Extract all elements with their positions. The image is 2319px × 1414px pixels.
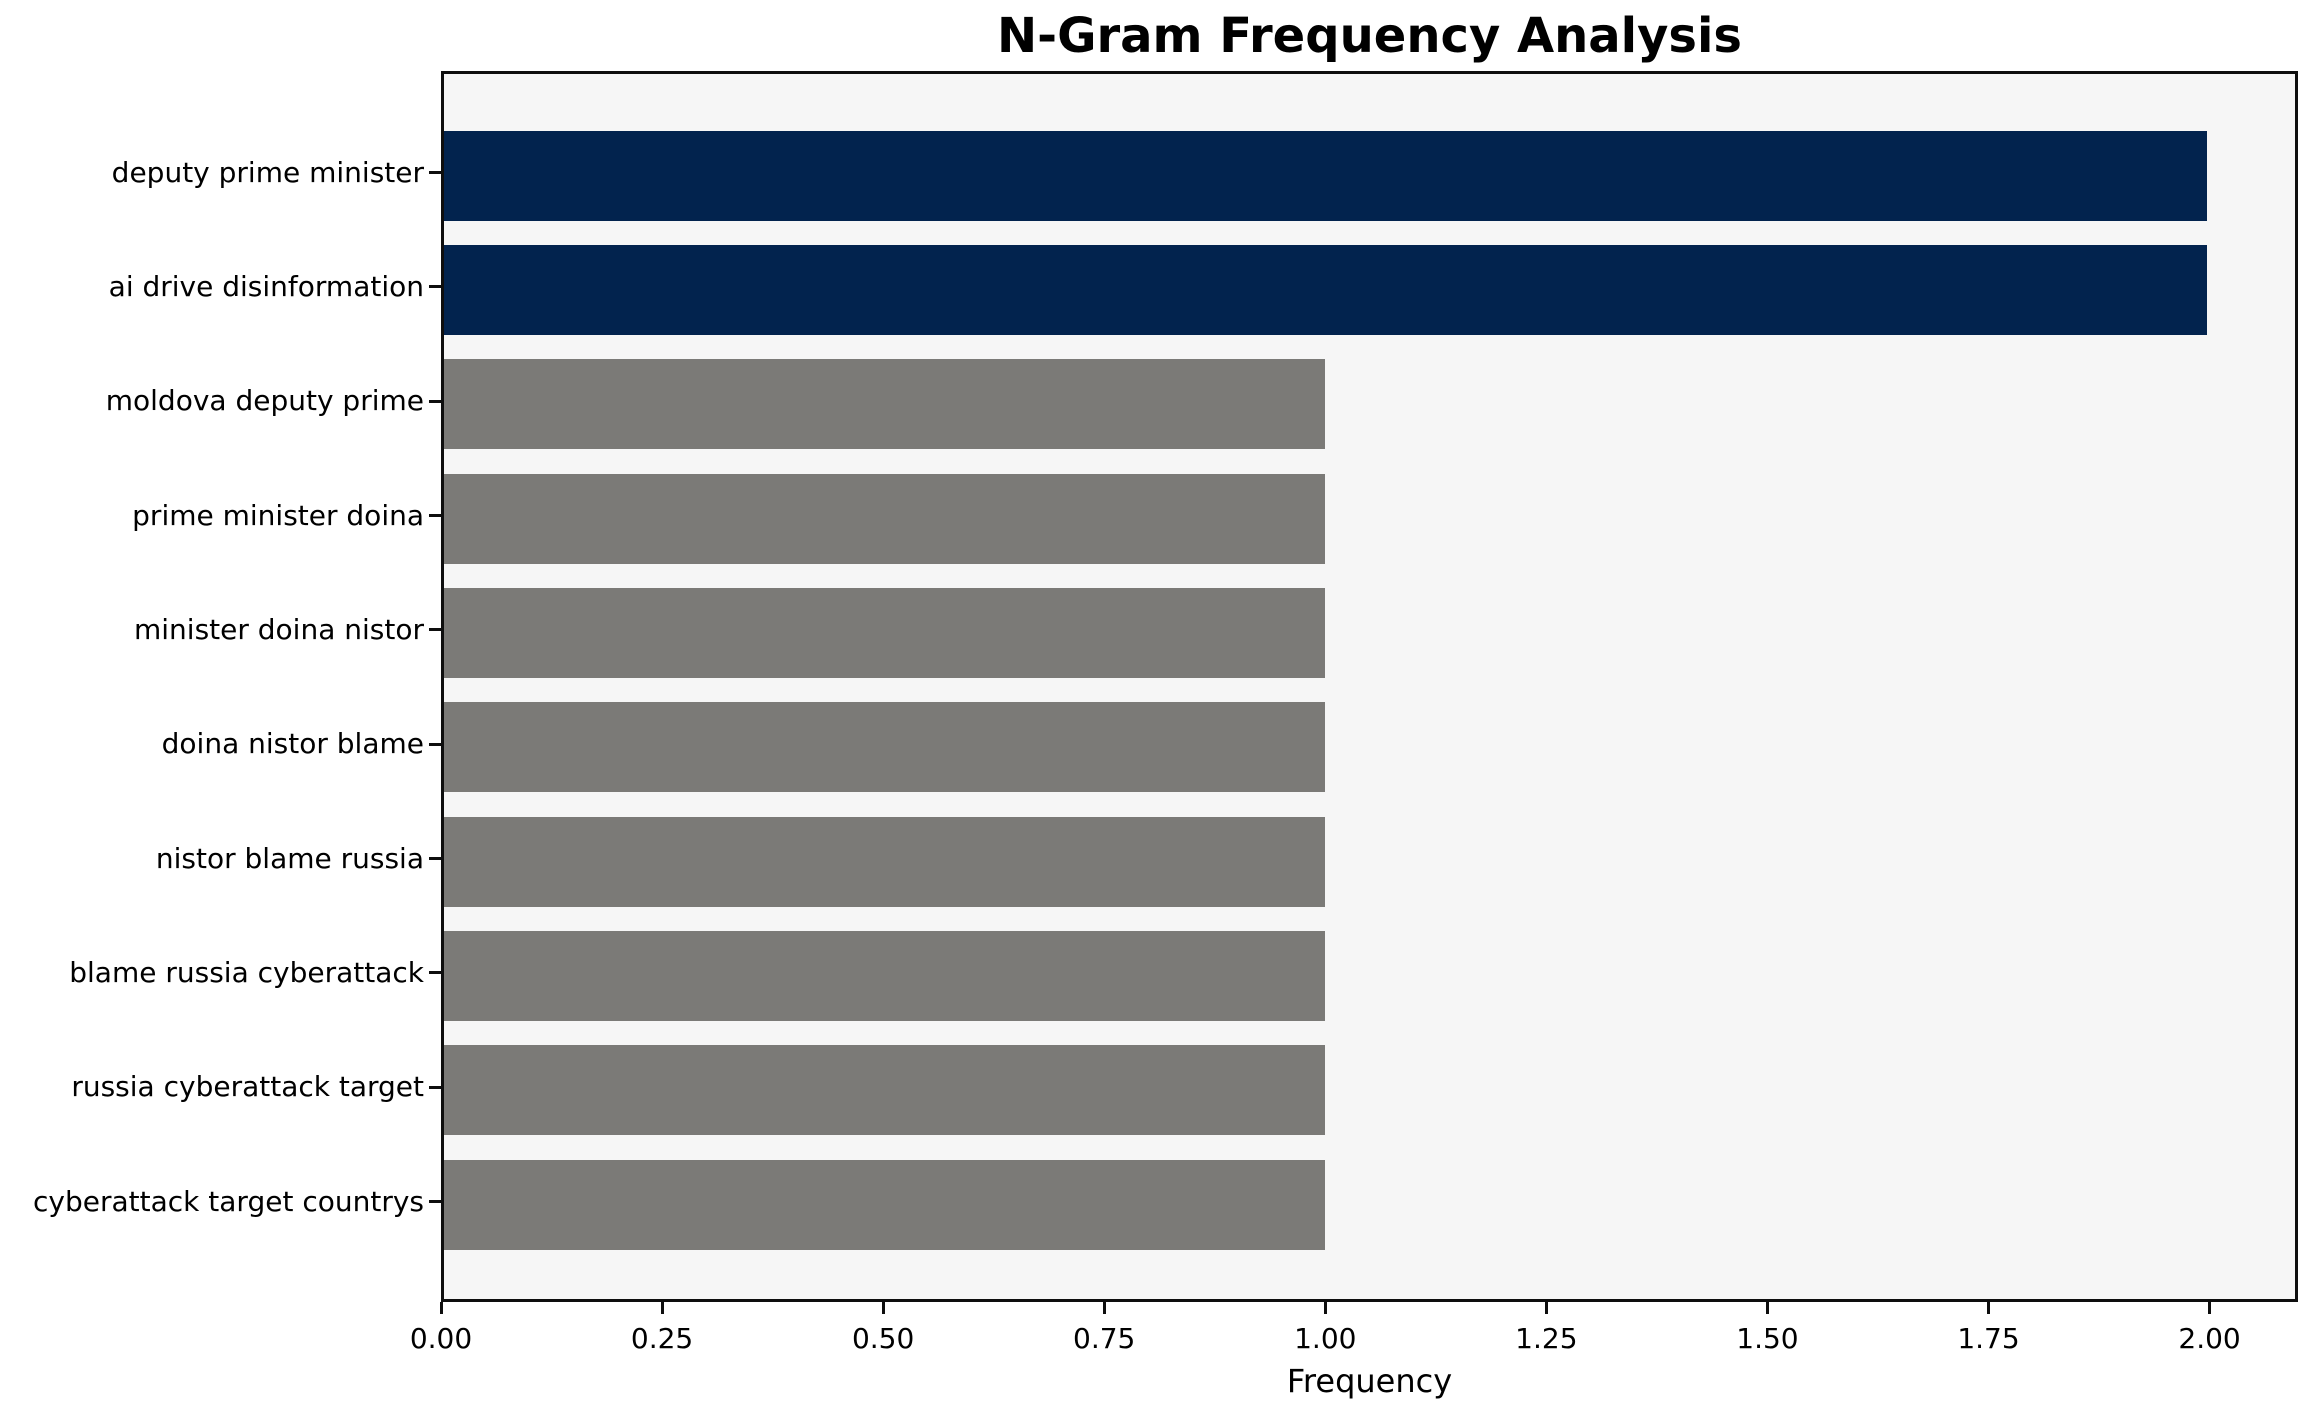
x-axis-label: Frequency [1286,1362,1453,1400]
bar [444,473,1326,564]
x-tick-label: 0.75 [1073,1322,1136,1355]
x-tick-mark [2208,1302,2212,1314]
y-tick-label: prime minister doina [132,498,424,532]
y-tick-label: minister doina nistor [133,612,424,646]
x-tick-mark [1544,1302,1548,1314]
bar [444,587,1326,678]
y-tick-label: deputy prime minister [111,155,424,189]
y-tick-mark [429,742,441,746]
plot-area [441,71,2298,1302]
x-tick-label: 0.50 [851,1322,915,1355]
y-tick-label: doina nistor blame [161,727,424,761]
bar [444,1159,1326,1250]
x-tick-mark [1765,1302,1769,1314]
bar [444,702,1326,793]
y-tick-label: ai drive disinformation [108,269,424,303]
y-tick-label: nistor blame russia [155,841,424,875]
bar [444,359,1326,450]
bar [444,244,2207,335]
x-tick-label: 0.00 [409,1322,473,1355]
y-tick-mark [429,628,441,632]
y-tick-mark [429,399,441,403]
x-tick-label: 1.75 [1957,1322,2020,1355]
x-tick-mark [660,1302,664,1314]
y-tick-label: blame russia cyberattack [69,955,424,989]
y-tick-mark [429,514,441,518]
y-tick-mark [429,1200,441,1204]
y-tick-label: russia cyberattack target [71,1070,424,1104]
x-tick-mark [1987,1302,1990,1314]
bar [444,1045,1326,1136]
bar [444,930,1326,1021]
y-tick-mark [429,857,441,861]
bar [444,816,1326,907]
y-tick-mark [429,1085,441,1089]
x-tick-label: 1.00 [1294,1322,1357,1355]
y-tick-mark [429,285,441,289]
y-tick-mark [429,971,441,975]
bar [444,130,2207,221]
chart-title: N-Gram Frequency Analysis [997,8,1742,64]
y-tick-label: moldova deputy prime [105,384,424,418]
y-tick-label: cyberattack target countrys [33,1184,424,1218]
x-tick-mark [1323,1302,1327,1314]
x-tick-label: 0.25 [630,1322,694,1355]
x-tick-mark [1102,1302,1106,1314]
y-tick-mark [429,171,441,174]
x-tick-label: 1.25 [1515,1322,1578,1355]
x-tick-mark [439,1302,443,1314]
x-tick-label: 1.50 [1736,1322,1799,1355]
x-tick-label: 2.00 [2178,1322,2241,1355]
x-tick-mark [881,1302,885,1314]
